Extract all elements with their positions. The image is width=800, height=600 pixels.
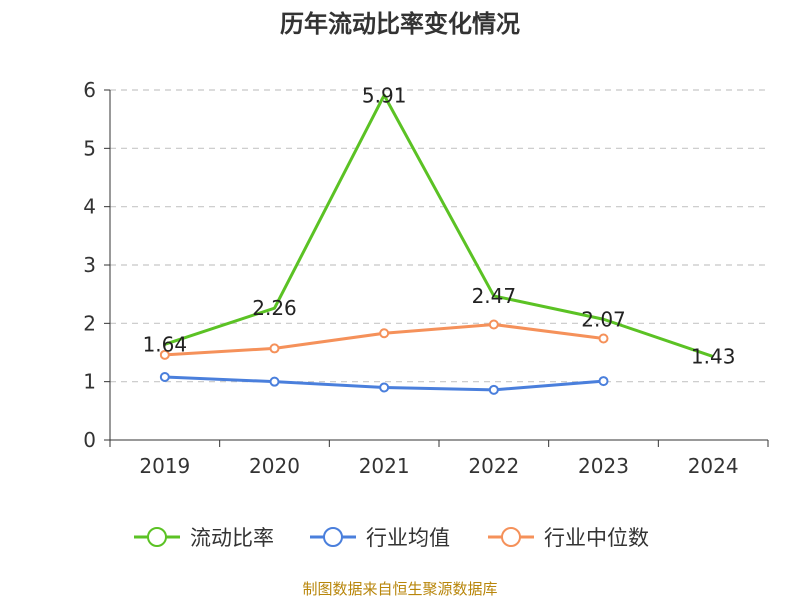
series-point-2 [159, 349, 170, 360]
data-label: 5.91 [362, 83, 407, 107]
legend: 流动比率 行业均值 行业中位数 [134, 526, 649, 550]
y-tick-label: 3 [83, 253, 96, 277]
legend-label: 行业均值 [366, 526, 450, 550]
data-label: 2.07 [581, 307, 626, 331]
x-tick-label: 2023 [578, 454, 629, 478]
y-tick-label: 0 [83, 428, 96, 452]
data-labels: 1.64 2.26 5.91 2.47 2.07 1.43 [143, 83, 736, 368]
series-line-0 [164, 93, 714, 359]
series-point-2 [269, 343, 280, 354]
chart-title: 历年流动比率变化情况 [280, 10, 520, 38]
legend-marker-2 [501, 527, 521, 547]
grid-lines [110, 89, 768, 383]
data-label: 1.43 [691, 345, 736, 369]
x-tick-label: 2024 [688, 454, 739, 478]
data-label: 2.26 [252, 296, 297, 320]
legend-marker-1 [323, 527, 343, 547]
x-axis-ticks: 2019 2020 2021 2022 2023 2024 [109, 440, 769, 478]
series-point-1 [269, 376, 280, 387]
legend-label: 行业中位数 [544, 526, 649, 550]
series-point-2 [598, 333, 609, 344]
series-point-2 [488, 319, 499, 330]
y-axis-ticks: 0 1 2 3 4 5 6 [83, 78, 110, 452]
y-tick-label: 6 [83, 78, 96, 102]
series-point-1 [159, 372, 170, 382]
x-tick-label: 2021 [359, 454, 410, 478]
legend-label: 流动比率 [190, 526, 274, 550]
series-point-1 [379, 382, 390, 393]
data-label: 2.47 [472, 284, 517, 308]
x-tick-label: 2019 [139, 454, 190, 478]
y-tick-label: 1 [83, 370, 96, 394]
series-point-1 [598, 376, 609, 387]
y-tick-label: 2 [83, 311, 96, 335]
x-tick-label: 2020 [249, 454, 300, 478]
x-tick-label: 2022 [468, 454, 519, 478]
y-tick-label: 5 [83, 136, 96, 160]
series-point-1 [488, 384, 499, 395]
series-point-2 [379, 328, 390, 339]
source-note: 制图数据来自恒生聚源数据库 [302, 580, 497, 598]
series-group [159, 93, 714, 395]
data-label: 1.64 [143, 332, 188, 356]
y-tick-label: 4 [83, 195, 96, 219]
legend-marker-0 [147, 527, 167, 547]
